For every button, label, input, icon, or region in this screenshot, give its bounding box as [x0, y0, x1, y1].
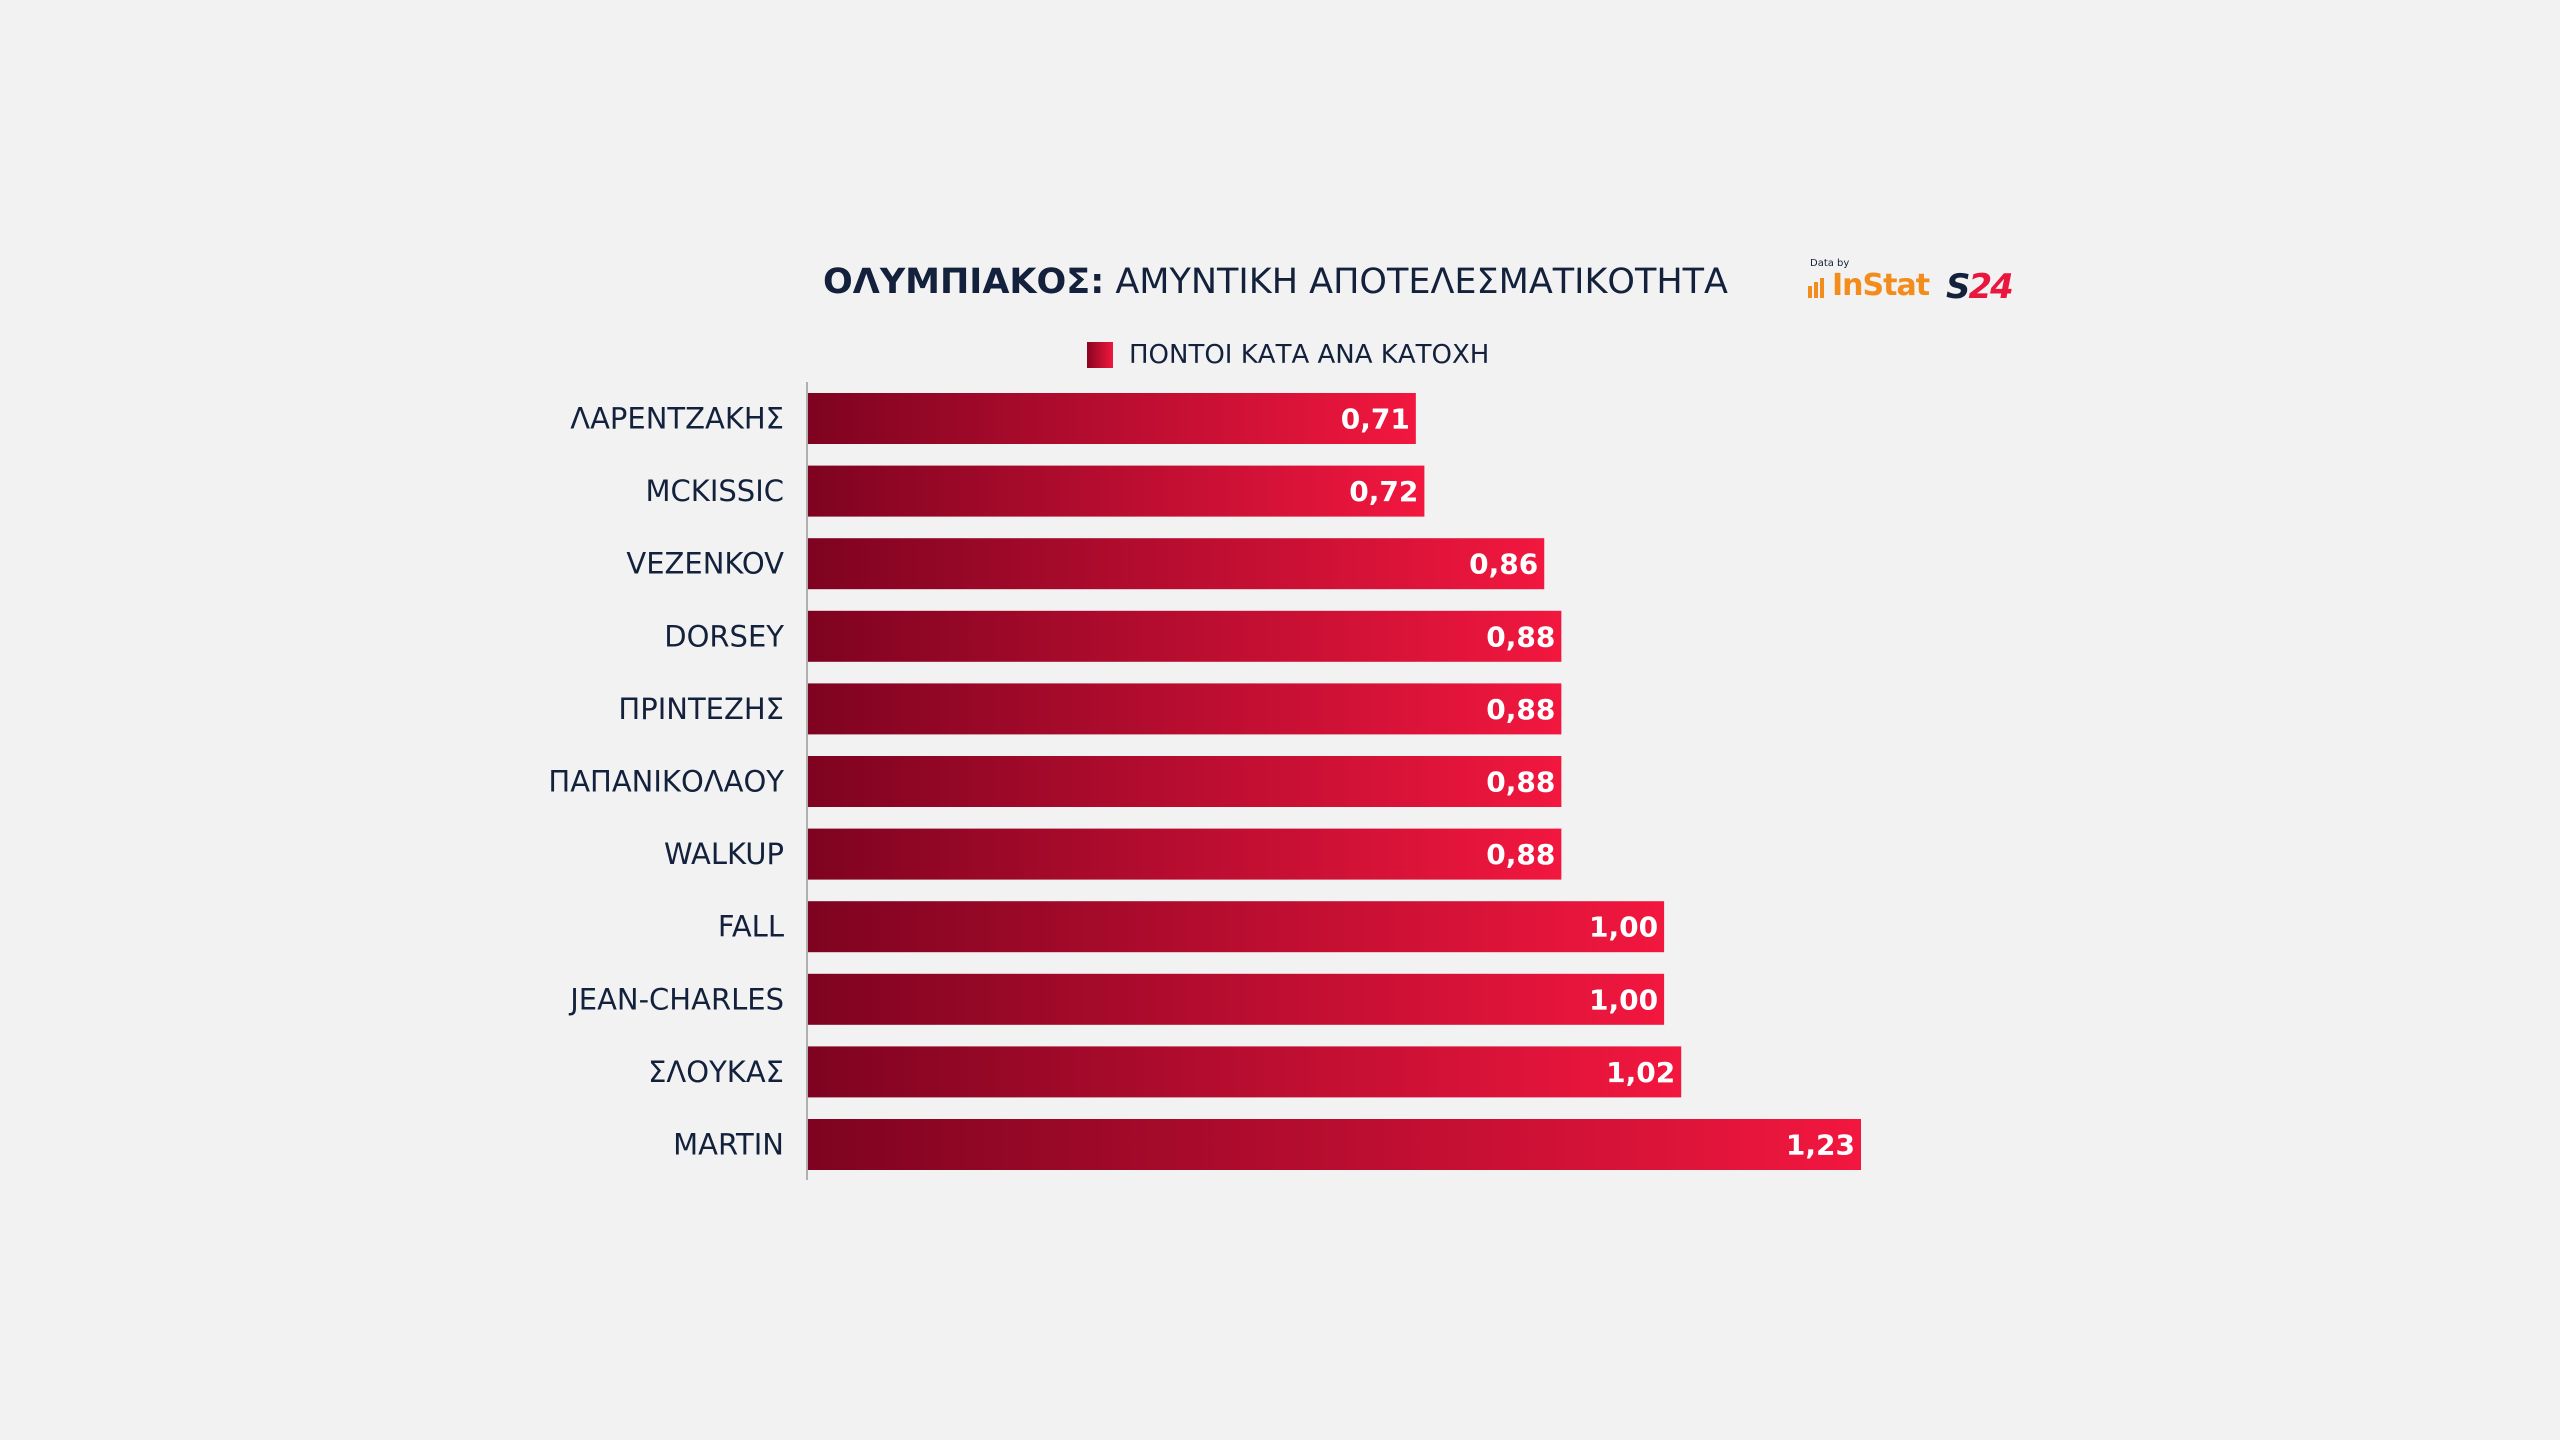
instat-bars-icon: [1808, 278, 1824, 298]
value-label: 0,88: [1486, 620, 1555, 653]
value-label: 1,02: [1606, 1056, 1675, 1089]
s24-logo-s: S: [1946, 267, 1970, 307]
s24-logo: S24: [1946, 267, 2014, 307]
legend-swatch: [1087, 342, 1113, 368]
value-label: 0,88: [1486, 838, 1555, 871]
data-by-label: Data by: [1810, 258, 1850, 269]
bar: [808, 465, 1425, 517]
bar: [808, 1119, 1861, 1170]
category-label: MARTIN: [673, 1128, 784, 1162]
chart-title-subject: ΑΜΥΝΤΙΚΗ ΑΠΟΤΕΛΕΣΜΑΤΙΚΟΤΗΤΑ: [1115, 262, 1728, 302]
bar: [808, 610, 1562, 662]
category-label: JEAN-CHARLES: [568, 982, 784, 1016]
value-label: 0,71: [1341, 403, 1410, 436]
bar: [808, 1046, 1682, 1098]
value-label: 0,86: [1469, 548, 1538, 581]
bar: [808, 901, 1665, 953]
value-label: 0,88: [1486, 766, 1555, 799]
category-label: VEZENKOV: [626, 547, 784, 581]
bars-group: ΛΑΡΕΝΤΖΑΚΗΣ 0,71 MCKISSIC 0,72 VEZENKOV 0,86 D…: [548, 393, 1861, 1170]
chart-title-team: ΟΛΥΜΠΙΑΚΟΣ:: [823, 262, 1105, 302]
legend-label: ΠΟΝΤΟΙ ΚΑΤΑ ΑΝΑ ΚΑΤΟΧΗ: [1129, 340, 1490, 370]
instat-logo: InStat: [1832, 268, 1930, 303]
bar: [808, 973, 1665, 1025]
value-label: 1,23: [1786, 1129, 1855, 1162]
category-label: ΣΛΟΥΚΑΣ: [648, 1055, 784, 1089]
bar: [808, 393, 1416, 444]
category-label: ΠΑΠΑΝΙΚΟΛΑΟΥ: [548, 765, 784, 799]
bar: [808, 828, 1562, 880]
sponsor-logos: Data by InStat S24: [1808, 256, 2028, 307]
category-label: DORSEY: [664, 619, 784, 653]
value-label: 1,00: [1589, 983, 1658, 1016]
category-label: WALKUP: [664, 837, 784, 871]
category-label: ΠΡΙΝΤΕΖΗΣ: [618, 692, 784, 726]
category-label: FALL: [718, 910, 784, 944]
s24-logo-24: 24: [1968, 267, 2014, 307]
category-label: MCKISSIC: [646, 474, 784, 508]
bar: [808, 683, 1562, 735]
value-label: 0,88: [1486, 693, 1555, 726]
chart-legend: ΠΟΝΤΟΙ ΚΑΤΑ ΑΝΑ ΚΑΤΟΧΗ: [1087, 340, 1489, 370]
bar: [808, 756, 1562, 807]
value-label: 0,72: [1349, 475, 1418, 508]
value-label: 1,00: [1589, 911, 1658, 944]
chart-title: ΟΛΥΜΠΙΑΚΟΣ: ΑΜΥΝΤΙΚΗ ΑΠΟΤΕΛΕΣΜΑΤΙΚΟΤΗΤΑ: [823, 262, 1728, 302]
category-label: ΛΑΡΕΝΤΖΑΚΗΣ: [570, 402, 784, 436]
bar: [808, 538, 1545, 590]
